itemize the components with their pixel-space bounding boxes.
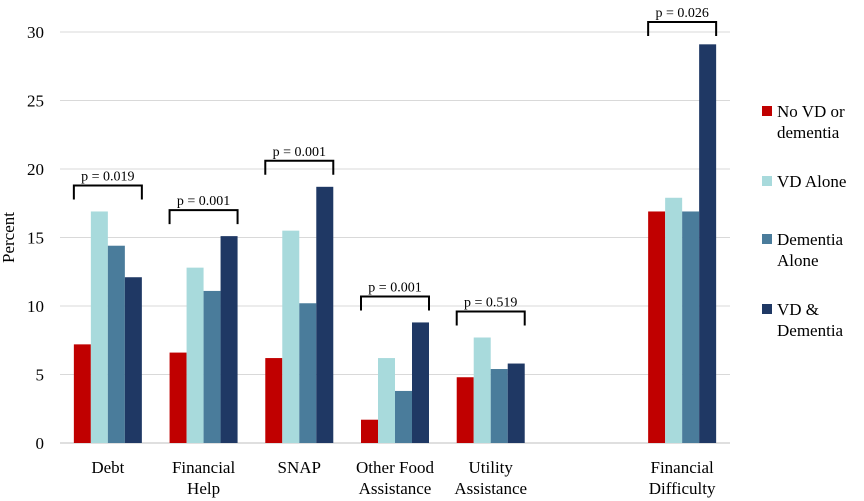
bar-2-1 — [282, 230, 300, 443]
significance-bracket — [647, 21, 718, 36]
x-category-label: SNAP — [278, 458, 321, 477]
bar-4-1 — [473, 337, 491, 443]
significance-bracket — [72, 184, 143, 200]
y-axis-label: Percent — [0, 212, 18, 263]
bar-3-0 — [361, 419, 378, 443]
p-value-label: p = 0.026 — [655, 6, 708, 21]
x-category-label: Financial — [172, 458, 236, 477]
significance-bracket — [455, 310, 526, 326]
legend-swatch — [762, 176, 772, 186]
bar-0-0 — [73, 344, 91, 443]
bar-4-0 — [456, 377, 474, 443]
significance-bracket — [168, 209, 239, 225]
bar-4-3 — [507, 363, 525, 443]
bar-3-1 — [378, 358, 395, 443]
bar-2-0 — [265, 358, 283, 443]
p-value-label: p = 0.019 — [81, 169, 134, 184]
x-category-label: Other Food — [356, 458, 434, 477]
y-tick-label: 0 — [36, 434, 45, 453]
legend-label: Dementia — [777, 321, 844, 340]
y-tick-label: 5 — [36, 366, 45, 385]
legend-label: Dementia — [777, 230, 844, 249]
p-value-label: p = 0.001 — [177, 194, 230, 209]
significance-bracket — [264, 159, 335, 175]
x-category-label: Assistance — [359, 479, 432, 498]
p-value-label: p = 0.001 — [368, 280, 421, 295]
bar-1-0 — [169, 352, 187, 443]
bar-6-0 — [648, 211, 666, 443]
y-tick-label: 10 — [27, 297, 44, 316]
x-category-label: Debt — [91, 458, 124, 477]
significance-bracket — [360, 295, 430, 311]
bar-1-2 — [203, 290, 221, 443]
y-tick-label: 20 — [27, 160, 44, 179]
p-value-label: p = 0.001 — [273, 145, 326, 160]
bar-0-2 — [107, 245, 125, 443]
legend-label: No VD or — [777, 102, 845, 121]
legend-label: VD & — [777, 300, 819, 319]
legend-label: Alone — [777, 251, 819, 270]
x-category-label: Assistance — [454, 479, 527, 498]
legend-label: VD Alone — [777, 172, 846, 191]
y-tick-label: 15 — [27, 229, 44, 248]
bar-1-1 — [186, 267, 204, 443]
bar-4-2 — [490, 369, 508, 443]
bar-0-1 — [90, 211, 108, 443]
legend: No VD or dementia VD Alone Dementia Alone VD … — [762, 102, 846, 340]
bar-6-3 — [699, 44, 717, 444]
bar-6-2 — [682, 211, 700, 443]
x-category-label: Help — [187, 479, 220, 498]
bar-3-3 — [412, 322, 429, 443]
y-tick-label: 30 — [27, 23, 44, 42]
legend-label: dementia — [777, 123, 840, 142]
bar-2-2 — [299, 303, 317, 443]
p-value-label: p = 0.519 — [464, 296, 517, 311]
bar-0-3 — [124, 277, 142, 443]
x-category-label: Utility — [469, 458, 514, 477]
bar-2-3 — [316, 186, 334, 443]
legend-swatch — [762, 106, 772, 116]
bar-3-2 — [395, 390, 412, 443]
bar-6-1 — [665, 197, 683, 443]
bar-1-3 — [220, 236, 238, 443]
x-category-label: Financial — [651, 458, 715, 477]
y-tick-label: 25 — [27, 92, 44, 111]
x-category-label: Difficulty — [649, 479, 716, 498]
legend-swatch — [762, 304, 772, 314]
legend-swatch — [762, 234, 772, 244]
